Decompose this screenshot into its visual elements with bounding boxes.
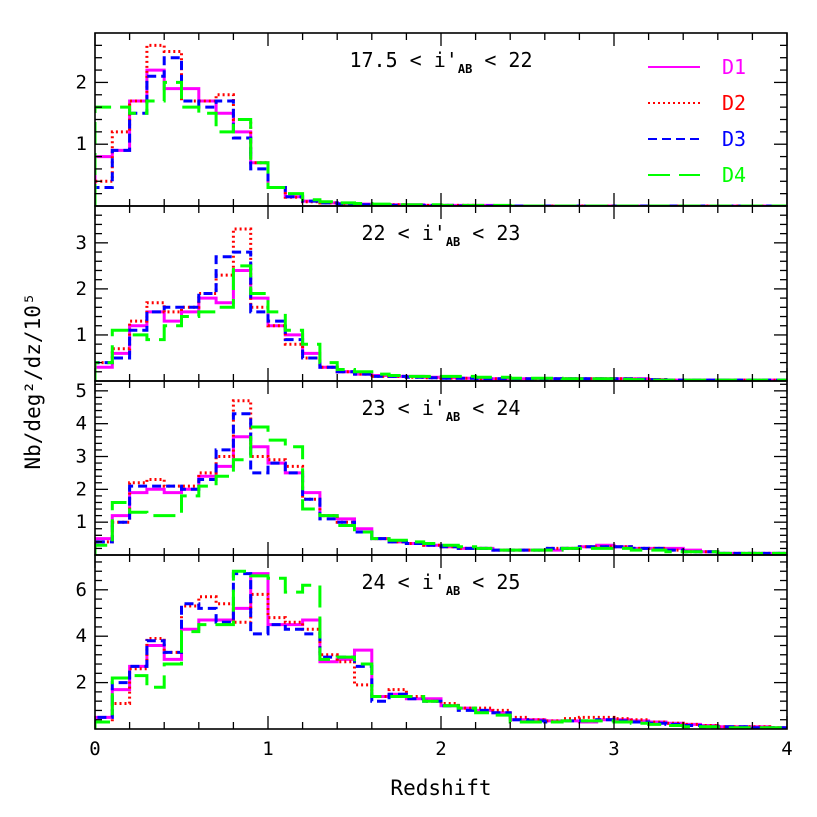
legend: D1 D2 D3 D4 <box>648 55 746 187</box>
annotation-text: 22 < i' <box>362 221 446 245</box>
annotation-text: 17.5 < i' <box>349 48 457 72</box>
y-tick-label: 6 <box>76 579 87 601</box>
panel-1: 1 2 17.5 < i'AB < 22 <box>76 32 788 207</box>
x-tick-label: 2 <box>435 738 446 760</box>
series-d2-line <box>95 592 787 729</box>
legend-entry-d3: D3 <box>648 127 746 151</box>
legend-label: D1 <box>722 55 746 79</box>
annotation-text: < 23 <box>460 221 520 245</box>
annotation-subscript: AB <box>446 410 460 424</box>
annotation-subscript: AB <box>446 235 460 249</box>
x-tick-label: 1 <box>262 738 273 760</box>
panel-4: 2 4 6 24 < i'AB < 25 <box>76 554 788 730</box>
panel-2: 1 2 3 22 < i'AB < 23 <box>76 205 788 382</box>
annotation-text: < 24 <box>460 396 520 420</box>
y-tick-label: 3 <box>76 446 87 468</box>
series-d4-line <box>95 80 787 206</box>
series-group <box>95 569 787 729</box>
legend-label: D3 <box>722 127 746 151</box>
series-d3-line <box>95 412 787 555</box>
magnitude-range-annotation: 23 < i'AB < 24 <box>362 396 521 424</box>
series-d4-line <box>95 425 787 555</box>
series-d3-line <box>95 56 787 206</box>
y-tick-label: 4 <box>76 625 87 647</box>
x-axis-label: Redshift <box>390 776 491 800</box>
annotation-text: 24 < i' <box>362 570 446 594</box>
x-tick-label: 0 <box>89 738 100 760</box>
y-tick-label: 2 <box>76 278 87 300</box>
annotation-subscript: AB <box>446 584 460 598</box>
annotation-subscript: AB <box>458 62 472 76</box>
y-tick-label: 5 <box>76 380 87 402</box>
legend-entry-d2: D2 <box>648 91 746 115</box>
series-group <box>95 399 787 555</box>
panel-3: 1 2 3 4 5 23 < i'AB < 24 <box>76 380 788 556</box>
legend-entry-d4: D4 <box>648 163 746 187</box>
y-tick-label: 1 <box>76 511 87 533</box>
x-tick-label: 4 <box>781 738 792 760</box>
x-tick-labels: 0 1 2 3 4 <box>89 738 792 760</box>
y-tick-label: 2 <box>76 71 87 93</box>
y-tick-label: 3 <box>76 232 87 254</box>
legend-label: D2 <box>722 91 746 115</box>
series-d1-line <box>95 269 787 381</box>
y-tick-label: 2 <box>76 672 87 694</box>
series-d1-line <box>95 572 787 729</box>
y-axis-label: Nb/deg²/dz/10⁵ <box>21 292 45 469</box>
series-group <box>95 227 787 381</box>
legend-entry-d1: D1 <box>648 55 746 79</box>
y-tick-label: 1 <box>76 324 87 346</box>
annotation-text: < 25 <box>460 570 520 594</box>
x-tick-label: 3 <box>608 738 619 760</box>
y-tick-label: 1 <box>76 133 87 155</box>
legend-label: D4 <box>722 163 746 187</box>
annotation-text: 23 < i' <box>362 396 446 420</box>
magnitude-range-annotation: 17.5 < i'AB < 22 <box>349 48 532 76</box>
y-tick-label: 2 <box>76 478 87 500</box>
magnitude-range-annotation: 24 < i'AB < 25 <box>362 570 521 598</box>
series-d4-line <box>95 264 787 381</box>
y-tick-label: 4 <box>76 413 87 435</box>
annotation-text: < 22 <box>472 48 532 72</box>
magnitude-range-annotation: 22 < i'AB < 23 <box>362 221 521 249</box>
